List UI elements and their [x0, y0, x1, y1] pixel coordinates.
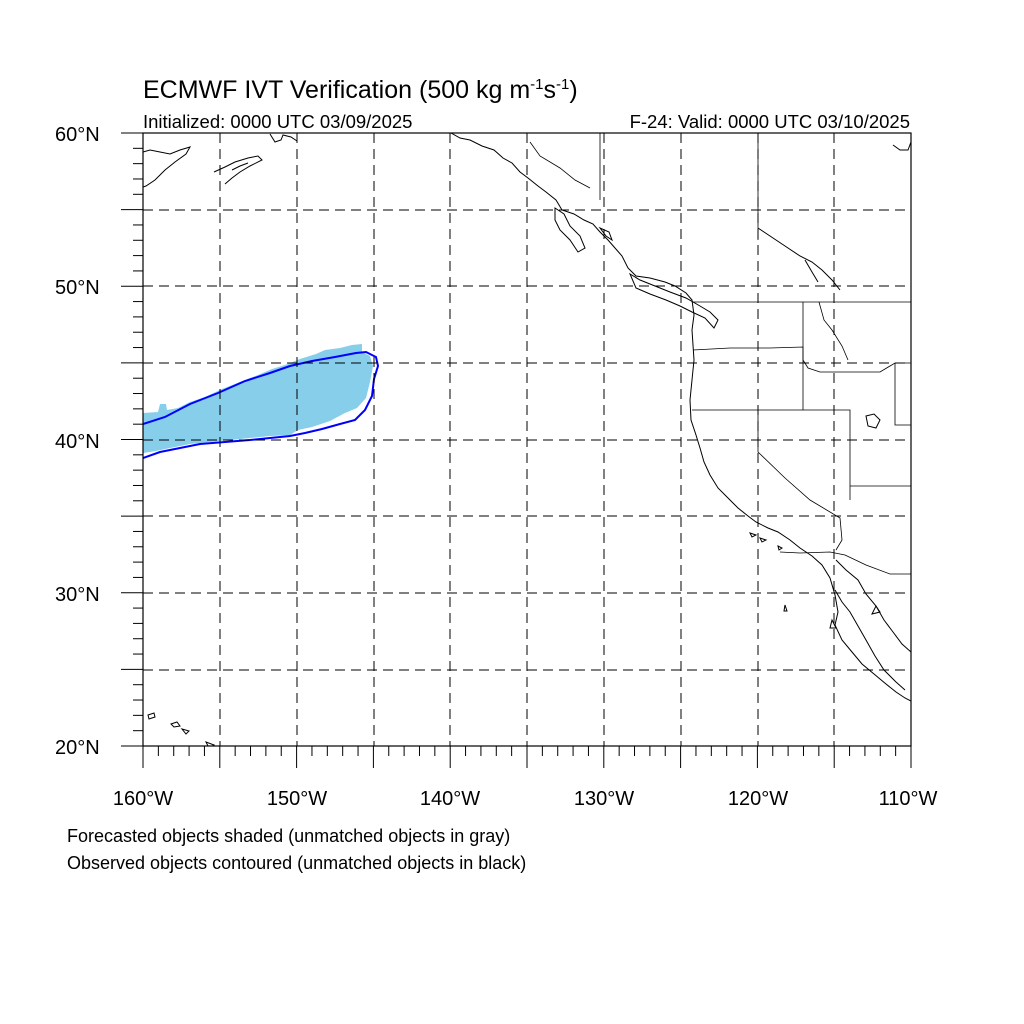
- valid-time: F-24: Valid: 0000 UTC 03/10/2025: [630, 111, 910, 132]
- observed-object-contour: [143, 350, 380, 459]
- lon-label-160w: 160°W: [113, 788, 173, 810]
- graticule: [143, 133, 911, 746]
- lon-label-120w: 120°W: [728, 788, 788, 810]
- lon-label-140w: 140°W: [420, 788, 480, 810]
- lat-label-50n: 50°N: [55, 277, 100, 299]
- map-title: ECMWF IVT Verification (500 kg m-1s-1): [143, 76, 578, 104]
- lat-label-60n: 60°N: [55, 124, 100, 146]
- lon-label-130w: 130°W: [574, 788, 634, 810]
- lat-label-20n: 20°N: [55, 737, 100, 759]
- coastlines: [143, 133, 911, 746]
- lat-label-30n: 30°N: [55, 584, 100, 606]
- lon-label-110w: 110°W: [879, 788, 938, 810]
- footer-observed-note: Observed objects contoured (unmatched ob…: [67, 853, 526, 873]
- lat-label-40n: 40°N: [55, 431, 100, 453]
- axis-ticks: [121, 132, 912, 768]
- lon-label-150w: 150°W: [267, 788, 327, 810]
- footer-forecast-note: Forecasted objects shaded (unmatched obj…: [67, 826, 510, 846]
- lat-labels: 60°N 50°N 40°N 30°N 20°N: [55, 124, 100, 759]
- political-borders: [529, 133, 911, 575]
- forecast-object-shaded: [143, 344, 373, 453]
- lon-labels: 160°W 150°W 140°W 130°W 120°W 110°W: [113, 788, 938, 810]
- plot-area: [143, 133, 911, 746]
- initialized-time: Initialized: 0000 UTC 03/09/2025: [143, 111, 412, 132]
